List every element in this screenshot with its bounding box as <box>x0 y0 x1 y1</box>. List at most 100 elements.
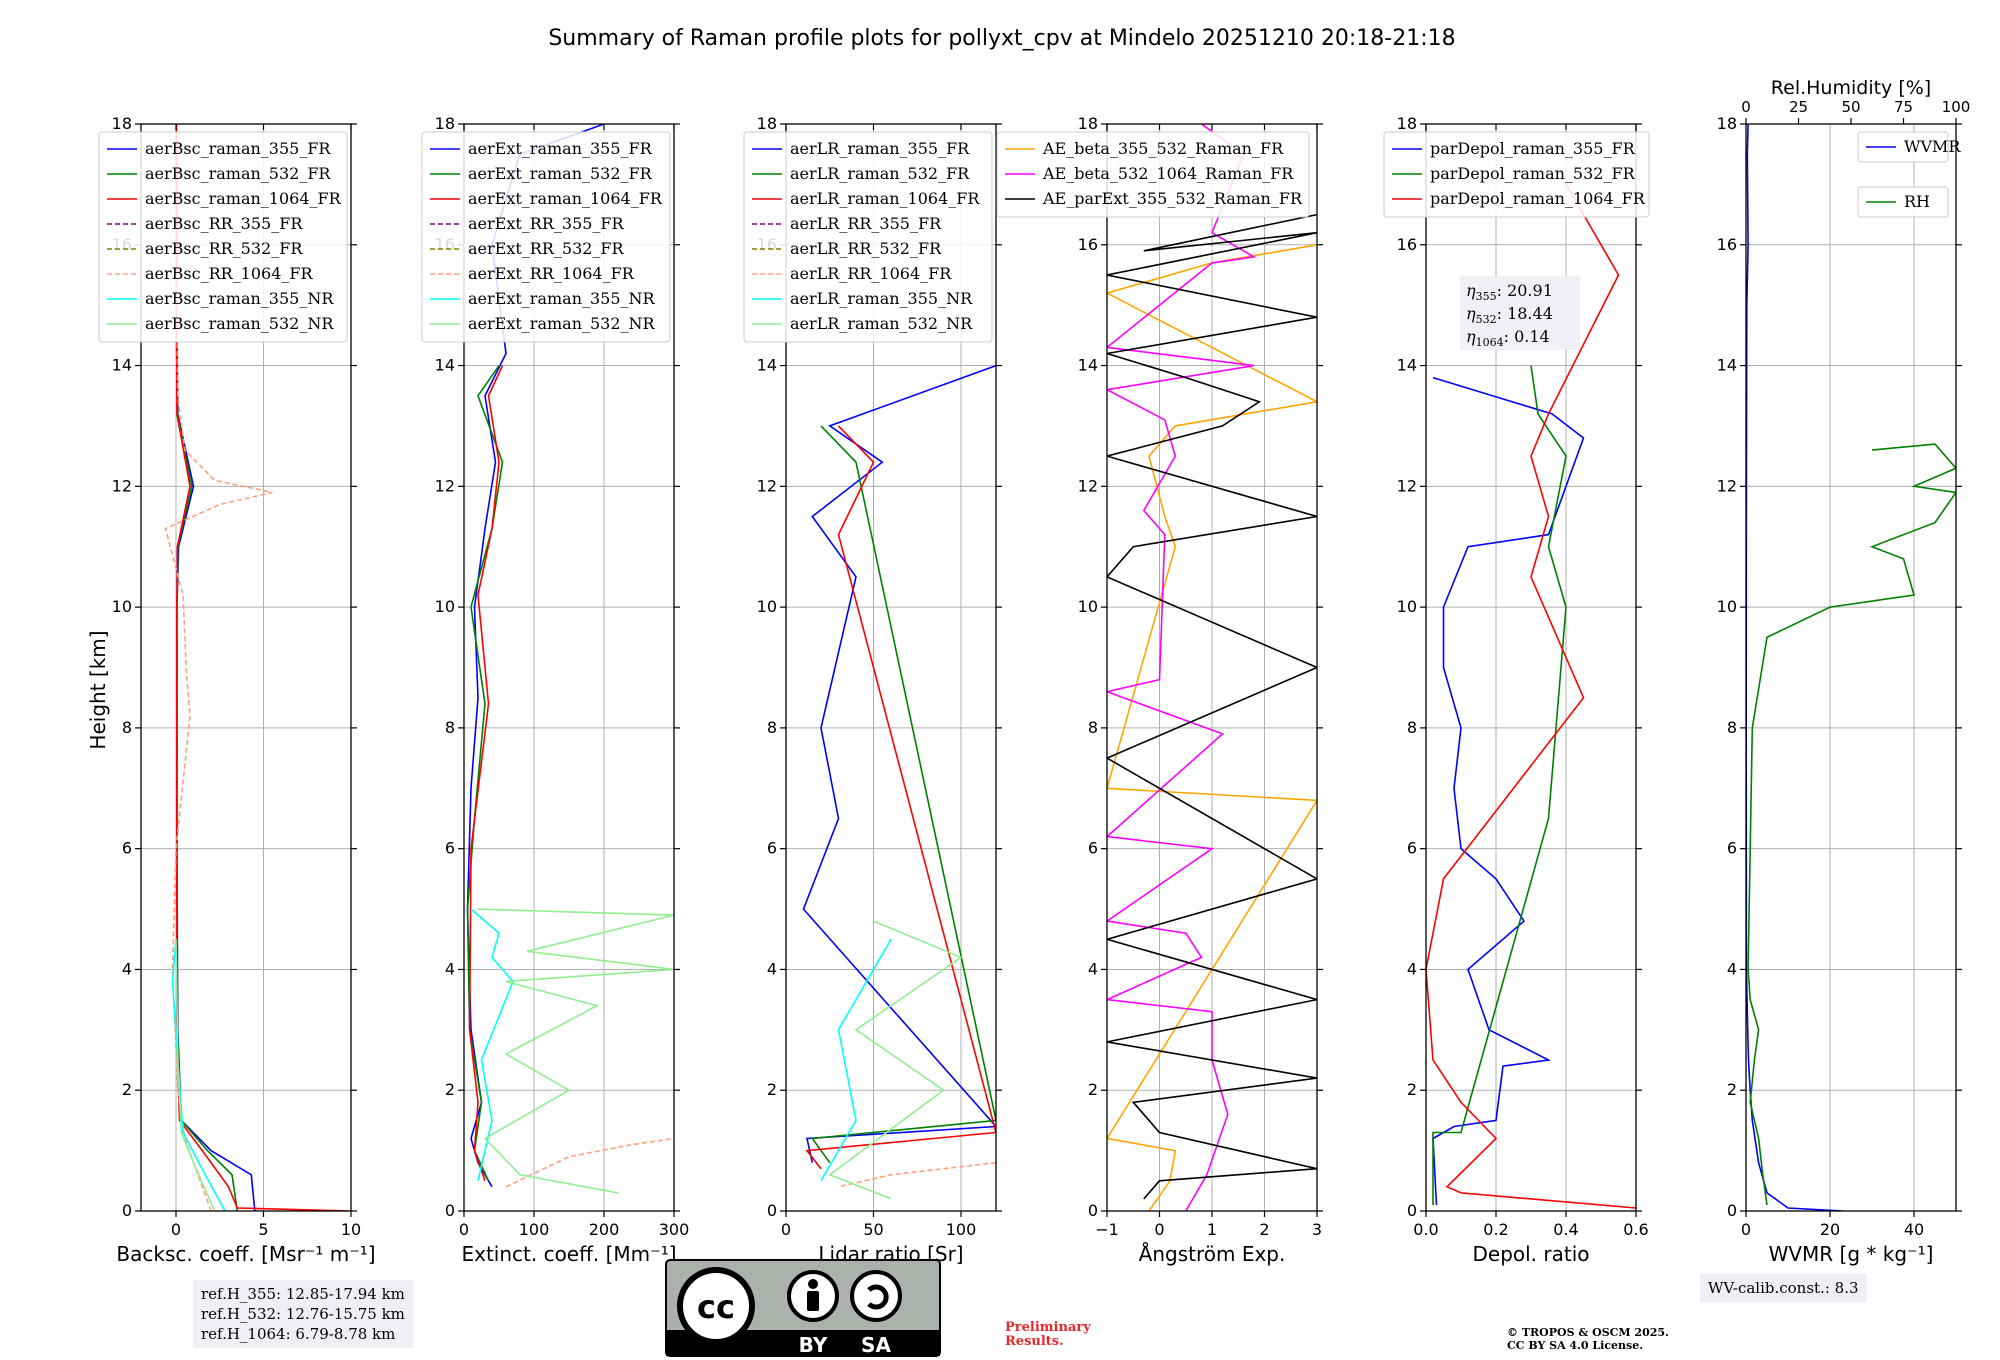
y-tick-label: 12 <box>112 476 132 495</box>
series-aerLR_raman_1064_FR <box>805 425 996 1170</box>
reference-heights-box: ref.H_355: 12.85-17.94 km ref.H_532: 12.… <box>193 1280 413 1348</box>
legend-label: aerBsc_RR_1064_FR <box>145 264 314 283</box>
legend-label: aerLR_raman_1064_FR <box>790 189 980 208</box>
y-tick-label: 18 <box>112 114 132 133</box>
y-tick-label: 10 <box>1397 597 1417 616</box>
y-tick-label: 4 <box>1088 959 1098 978</box>
axes-frame <box>785 123 997 1212</box>
x-tick-label: 10 <box>341 1220 361 1239</box>
y-tick-label: 2 <box>445 1080 455 1099</box>
ref-height-1064: ref.H_1064: 6.79-8.78 km <box>201 1325 396 1343</box>
preliminary-note: Preliminary Results. <box>1005 1321 1091 1349</box>
y-tick-label: 8 <box>1407 718 1417 737</box>
x-tick-label: 0 <box>1741 1220 1751 1239</box>
y-tick-label: 0 <box>445 1201 455 1220</box>
series-parDepol_raman_532_FR <box>1432 365 1567 1205</box>
x-axis-label: Ångström Exp. <box>1139 1242 1286 1266</box>
y-tick-label: 6 <box>767 839 777 858</box>
legend-label: AE_beta_532_1064_Raman_FR <box>1042 164 1294 183</box>
y-tick-label: 8 <box>1727 718 1737 737</box>
series-parDepol_raman_355_FR <box>1432 376 1585 1206</box>
by-label: BY <box>799 1333 828 1357</box>
y-tick-label: 12 <box>1078 476 1098 495</box>
x-tick-label: 40 <box>1904 1220 1924 1239</box>
y-tick-label: 14 <box>112 356 132 375</box>
series-parDepol_raman_1064_FR <box>1426 183 1636 1209</box>
top-tick-label: 75 <box>1894 98 1913 116</box>
y-tick-label: 6 <box>1088 839 1098 858</box>
x-tick-label: 2 <box>1259 1220 1269 1239</box>
axes-frame <box>1745 123 1957 1212</box>
legend-label: WVMR <box>1904 137 1961 156</box>
y-tick-label: 16 <box>1078 235 1098 254</box>
legend-label: aerLR_RR_1064_FR <box>790 264 952 283</box>
y-tick-label: 6 <box>122 839 132 858</box>
legend-label: aerExt_RR_1064_FR <box>468 264 635 283</box>
x-axis-label: Extinct. coeff. [Mm⁻¹] <box>461 1242 676 1266</box>
legend-label: aerBsc_raman_532_NR <box>145 314 334 333</box>
series-aerExt_raman_532_FR <box>466 365 504 1182</box>
y-tick-label: 0 <box>1088 1201 1098 1220</box>
legend-label: aerLR_raman_355_NR <box>790 289 973 308</box>
x-tick-label: 0.6 <box>1623 1220 1648 1239</box>
eta-1064: η1064: 0.14 <box>1466 327 1550 349</box>
x-tick-label: 200 <box>589 1220 620 1239</box>
x-axis-label: Backsc. coeff. [Msr⁻¹ m⁻¹] <box>116 1242 375 1266</box>
y-tick-label: 10 <box>1717 597 1737 616</box>
x-tick-label: 0 <box>781 1220 791 1239</box>
top-axis-label: Rel.Humidity [%] <box>1771 77 1931 99</box>
legend-label: aerLR_RR_532_FR <box>790 239 942 258</box>
y-tick-label: 18 <box>1397 114 1417 133</box>
axes-frame <box>463 123 675 1212</box>
y-tick-label: 0 <box>1407 1201 1417 1220</box>
legend-label: aerBsc_RR_355_FR <box>145 214 303 233</box>
preliminary-line-1: Preliminary <box>1005 1320 1091 1335</box>
legend-label: aerExt_raman_355_FR <box>468 139 653 158</box>
x-tick-label: 100 <box>946 1220 977 1239</box>
series-aerBsc_raman_355_NR <box>171 939 226 1211</box>
x-tick-label: 3 <box>1312 1220 1322 1239</box>
x-tick-label: 0.2 <box>1483 1220 1508 1239</box>
series-aerExt_raman_355_NR <box>470 908 514 1181</box>
ref-height-355: ref.H_355: 12.85-17.94 km <box>201 1285 405 1303</box>
legend-label: aerLR_raman_532_NR <box>790 314 973 333</box>
cc-license-badge[interactable]: cc BY SA <box>665 1259 941 1357</box>
x-axis-label: WVMR [g * kg⁻¹] <box>1769 1242 1934 1266</box>
x-tick-label: 0 <box>171 1220 181 1239</box>
legend-label: aerBsc_raman_1064_FR <box>145 189 342 208</box>
series-aerExt_raman_532_NR <box>477 908 674 1194</box>
y-tick-label: 16 <box>1397 235 1417 254</box>
y-tick-label: 14 <box>1717 356 1737 375</box>
figure-title: Summary of Raman profile plots for polly… <box>548 26 1455 51</box>
panel-wv: 0 25 50 75 100 Rel.Humidity [%] 0 20 40 0 2 4 6 8 10 12… <box>1717 77 1971 1266</box>
legend-label: AE_beta_355_532_Raman_FR <box>1042 139 1284 158</box>
y-tick-label: 14 <box>1078 356 1098 375</box>
y-tick-label: 12 <box>757 476 777 495</box>
legend-wv-0: WVMR <box>1857 131 1961 163</box>
series-aerLR_raman_532_NR <box>828 920 963 1200</box>
y-tick-label: 6 <box>1407 839 1417 858</box>
y-tick-label: 2 <box>767 1080 777 1099</box>
legend-bsc: aerBsc_raman_355_FR aerBsc_raman_532_FRae… <box>98 131 348 343</box>
x-tick-label: 50 <box>863 1220 883 1239</box>
y-tick-label: 6 <box>445 839 455 858</box>
sa-label: SA <box>861 1333 891 1357</box>
series-RH <box>1747 443 1956 1206</box>
top-tick-label: 0 <box>1741 98 1751 116</box>
legend-label: aerBsc_raman_355_NR <box>145 289 334 308</box>
y-tick-label: 2 <box>1088 1080 1098 1099</box>
eta-532: η532: 18.44 <box>1466 304 1553 326</box>
y-tick-label: 18 <box>1717 114 1737 133</box>
legend-label: aerBsc_RR_532_FR <box>145 239 303 258</box>
series-aerBsc_raman_532_NR <box>175 939 216 1211</box>
wv-calibration-box: WV-calib.const.: 8.3 <box>1700 1274 1867 1302</box>
series-WVMR <box>1746 124 1843 1211</box>
x-tick-label: 0.4 <box>1553 1220 1578 1239</box>
x-tick-label: 5 <box>258 1220 268 1239</box>
cc-text: cc <box>697 1288 735 1326</box>
y-tick-label: 2 <box>122 1080 132 1099</box>
series-AE_beta_532_1064_Raman_FR <box>1107 124 1257 1211</box>
